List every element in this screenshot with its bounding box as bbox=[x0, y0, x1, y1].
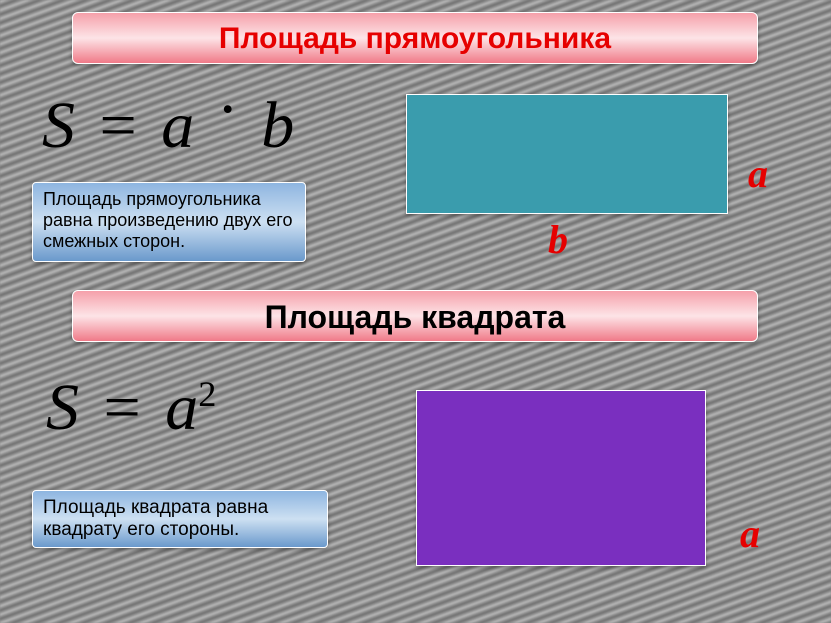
square-desc-text: Площадь квадрата равна квадрату его стор… bbox=[43, 497, 268, 540]
formula-dot: · bbox=[211, 73, 245, 146]
rectangle-desc-text: Площадь прямоугольника равна произведени… bbox=[43, 189, 292, 251]
rectangle-desc-box: Площадь прямоугольника равна произведени… bbox=[32, 182, 306, 262]
slide-content: Площадь прямоугольника S = a · b Площадь… bbox=[0, 0, 831, 623]
square-title-text: Площадь квадрата bbox=[265, 299, 566, 335]
formula-rhs-a: a bbox=[165, 371, 198, 444]
formula-sup: 2 bbox=[198, 374, 216, 414]
square-shape bbox=[416, 390, 706, 566]
formula-lhs: S bbox=[42, 89, 75, 162]
rectangle-label-b: b bbox=[548, 216, 568, 263]
square-formula: S = a2 bbox=[46, 370, 216, 446]
formula-eq: = bbox=[96, 371, 149, 444]
rectangle-formula: S = a · b bbox=[42, 88, 294, 164]
rectangle-title-text: Площадь прямоугольника bbox=[219, 22, 611, 55]
square-desc-box: Площадь квадрата равна квадрату его стор… bbox=[32, 490, 328, 548]
rectangle-label-a: a bbox=[748, 150, 768, 197]
formula-rhs-b: b bbox=[261, 89, 294, 162]
rectangle-shape bbox=[406, 94, 728, 214]
formula-lhs: S bbox=[46, 371, 79, 444]
formula-rhs-a: a bbox=[161, 89, 194, 162]
formula-eq: = bbox=[92, 89, 145, 162]
square-title-bar: Площадь квадрата bbox=[72, 290, 758, 342]
rectangle-title-bar: Площадь прямоугольника bbox=[72, 12, 758, 64]
square-label-a: a bbox=[740, 510, 760, 557]
